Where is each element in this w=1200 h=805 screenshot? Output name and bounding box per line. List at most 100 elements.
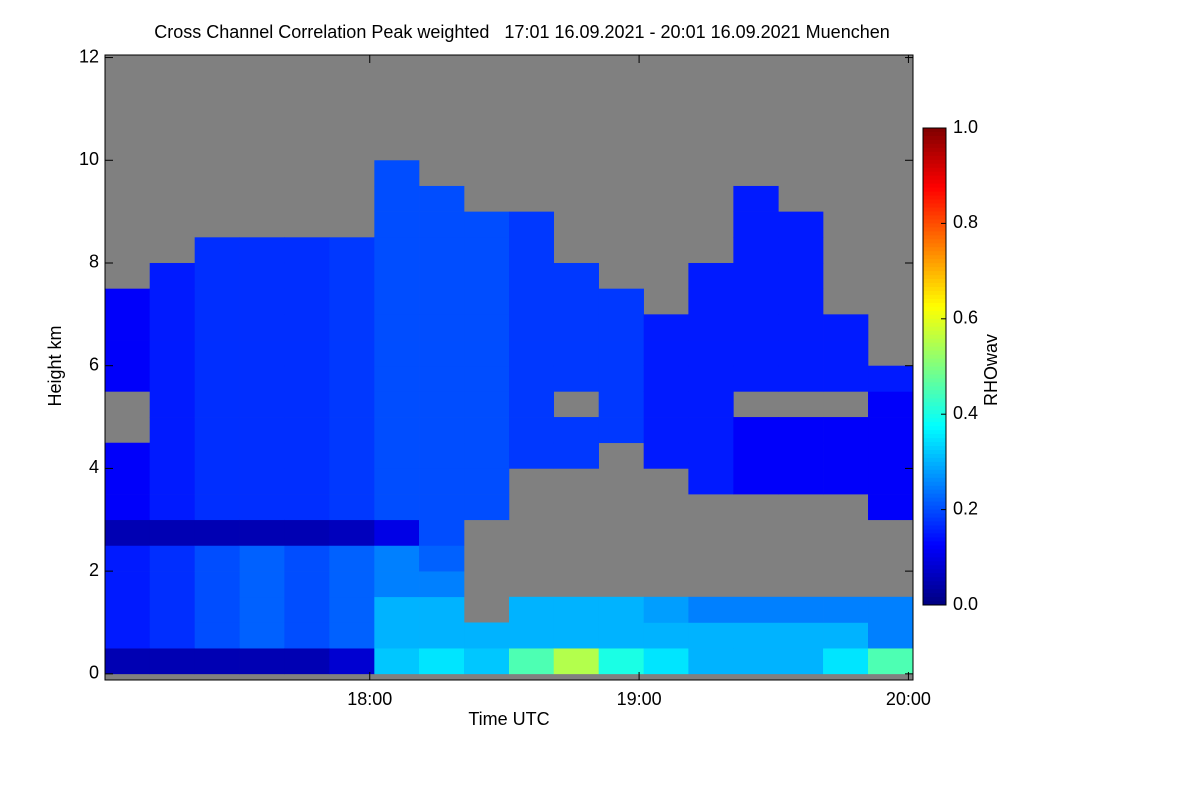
heatmap-cell: [329, 391, 375, 418]
heatmap-cell: [778, 417, 824, 444]
colorbar-step: [923, 593, 946, 598]
colorbar-step: [923, 469, 946, 475]
colorbar-step: [923, 346, 946, 352]
heatmap-cell: [284, 442, 330, 469]
colorbar-step: [923, 537, 946, 542]
colorbar-step: [923, 231, 946, 236]
heatmap-cell: [149, 571, 195, 598]
heatmap-cell: [194, 519, 240, 546]
heatmap-cell: [688, 468, 734, 495]
heatmap-cell: [374, 314, 420, 341]
heatmap-cell: [374, 468, 420, 495]
heatmap-cell: [823, 596, 869, 623]
colorbar-step: [923, 314, 946, 320]
heatmap-cell: [778, 468, 824, 495]
colorbar-step: [923, 243, 946, 248]
colorbar-step: [923, 434, 946, 439]
heatmap-cell: [374, 365, 420, 392]
colorbar-step: [923, 461, 946, 467]
heatmap-cell: [509, 596, 555, 623]
heatmap-cell: [284, 314, 330, 341]
heatmap-cell: [374, 211, 420, 238]
colorbar-tick-label: 0.2: [953, 498, 978, 518]
colorbar-step: [923, 163, 946, 169]
heatmap-cell: [688, 365, 734, 392]
heatmap-cell: [464, 442, 510, 469]
colorbar-step: [923, 481, 946, 487]
colorbar-tick-label: 0.6: [953, 308, 978, 328]
heatmap-cell: [688, 442, 734, 469]
heatmap-cell: [733, 314, 779, 341]
heatmap-cell: [688, 417, 734, 444]
colorbar-step: [923, 569, 946, 574]
colorbar-step: [923, 581, 946, 586]
heatmap-cell: [509, 417, 555, 444]
colorbar-step: [923, 306, 946, 312]
heatmap-cell: [329, 571, 375, 598]
heatmap-cell: [419, 365, 465, 392]
heatmap-cell: [419, 314, 465, 341]
heatmap-cell: [419, 622, 465, 649]
heatmap-cell: [643, 596, 689, 623]
heatmap-cell: [464, 365, 510, 392]
colorbar-step: [923, 374, 946, 379]
chart-title: Cross Channel Correlation Peak weighted …: [154, 22, 890, 42]
heatmap-cell: [778, 211, 824, 238]
heatmap-cell: [733, 340, 779, 367]
colorbar-tick-label: 0.0: [953, 594, 978, 614]
heatmap-cell: [868, 596, 914, 623]
colorbar-step: [923, 477, 946, 483]
colorbar-step: [923, 211, 946, 216]
heatmap-cell: [688, 288, 734, 315]
colorbar-step: [923, 251, 946, 256]
heatmap-cell: [823, 442, 869, 469]
heatmap-cell: [823, 365, 869, 392]
heatmap-cell: [464, 391, 510, 418]
heatmap-cell: [105, 494, 151, 521]
colorbar-step: [923, 601, 946, 606]
colorbar-step: [923, 195, 946, 201]
heatmap-cell: [509, 262, 555, 289]
colorbar-step: [923, 310, 946, 316]
colorbar-step: [923, 263, 946, 268]
heatmap-cell: [778, 237, 824, 264]
colorbar-step: [923, 442, 946, 447]
heatmap-cell: [149, 596, 195, 623]
heatmap-cell: [329, 262, 375, 289]
heatmap-cell: [643, 340, 689, 367]
heatmap-cell: [868, 391, 914, 418]
y-tick-label: 10: [79, 149, 99, 169]
heatmap-cell: [598, 622, 644, 649]
heatmap-cell: [643, 314, 689, 341]
y-tick-label: 0: [89, 663, 99, 683]
heatmap-cell: [688, 391, 734, 418]
x-tick-label: 18:00: [347, 689, 392, 709]
colorbar-step: [923, 334, 946, 340]
colorbar-step: [923, 203, 946, 208]
heatmap-cell: [149, 622, 195, 649]
heatmap-cell: [329, 314, 375, 341]
heatmap-cell: [329, 519, 375, 546]
colorbar-step: [923, 227, 946, 232]
colorbar-step: [923, 187, 946, 193]
heatmap-cell: [239, 391, 285, 418]
heatmap-cell: [374, 185, 420, 212]
colorbar-step: [923, 501, 946, 507]
y-tick-label: 12: [79, 46, 99, 66]
heatmap-cell: [105, 545, 151, 572]
heatmap-cell: [464, 211, 510, 238]
colorbar-step: [923, 509, 946, 515]
heatmap-cell: [778, 596, 824, 623]
heatmap-cell: [464, 288, 510, 315]
heatmap-cell: [105, 442, 151, 469]
heatmap-cell: [284, 519, 330, 546]
heatmap-cell: [643, 417, 689, 444]
colorbar-step: [923, 390, 946, 395]
colorbar-step: [923, 366, 946, 371]
heatmap-cell: [778, 288, 824, 315]
heatmap-cell: [733, 417, 779, 444]
heatmap-cell: [598, 340, 644, 367]
heatmap-cell: [509, 391, 555, 418]
colorbar-step: [923, 597, 946, 602]
heatmap-cell: [329, 648, 375, 675]
